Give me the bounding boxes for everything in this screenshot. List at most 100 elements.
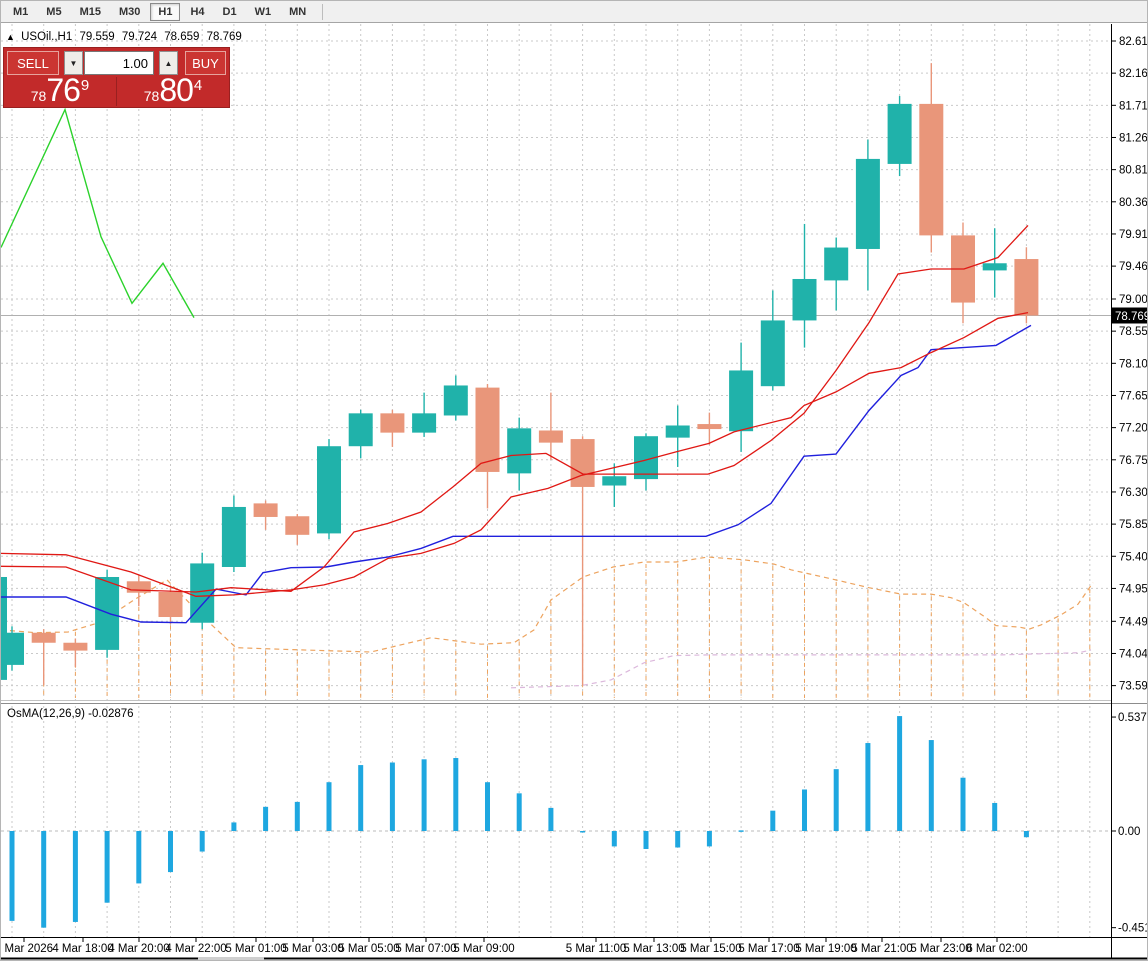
candle-body	[443, 385, 468, 416]
candle-body	[221, 506, 246, 567]
osma-bar	[9, 831, 15, 921]
high-value: 79.724	[121, 31, 158, 43]
time-axis-label: 5 Mar 03:00	[282, 943, 343, 955]
candle-body	[919, 103, 944, 236]
osma-bar	[263, 806, 269, 831]
price-axis-label: 82.160	[1119, 68, 1148, 80]
volume-increase-button[interactable]: ▲	[159, 51, 178, 75]
time-axis-label: 5 Mar 21:00	[851, 943, 912, 955]
timeframe-button-M15[interactable]: M15	[79, 5, 101, 18]
osma-bar	[770, 810, 776, 831]
osma-bar	[358, 765, 364, 831]
candle-body	[538, 430, 563, 443]
sell-price-big: 76	[46, 72, 81, 108]
osma-axis-label: -0.45169	[1118, 923, 1148, 935]
current-price-label: 78.769	[1115, 311, 1148, 323]
osma-axis-label: 0.00	[1118, 826, 1140, 838]
symbol-label: USOil.,H1	[21, 31, 73, 43]
timeframe-button-MN[interactable]: MN	[289, 5, 307, 18]
time-axis-label: 5 Mar 13:00	[623, 943, 684, 955]
timeframe-button-W1[interactable]: W1	[254, 5, 272, 18]
volume-input[interactable]	[84, 51, 154, 75]
time-axis-label: 4 Mar 18:00	[52, 943, 113, 955]
ma-red-slow-line	[1, 311, 1029, 597]
zigzag-green-line	[1, 107, 195, 318]
osma-bar	[580, 831, 586, 833]
timeframe-button-M30[interactable]: M30	[118, 5, 141, 18]
time-axis-label: 4 Mar 22:00	[165, 943, 226, 955]
osma-bar	[1023, 831, 1029, 838]
osma-bar	[72, 831, 78, 922]
price-axis-label: 78.550	[1119, 326, 1148, 338]
candle-body	[158, 592, 183, 618]
time-axis-label: 6 Mar 02:00	[966, 943, 1027, 955]
price-axis-label: 79.910	[1119, 229, 1148, 241]
osma-bar	[421, 759, 427, 831]
candle-body	[792, 278, 817, 321]
trade-controls-row: SELL ▼ ▲ BUY	[4, 48, 229, 77]
candle-body	[760, 320, 785, 387]
timeframe-button-M1[interactable]: M1	[13, 5, 29, 18]
osma-bar	[643, 831, 649, 849]
scrollbar-thumb[interactable]	[198, 957, 264, 960]
osma-bar	[326, 782, 332, 831]
sell-price[interactable]: 78 76 9	[4, 72, 117, 108]
price-axis-label: 77.200	[1119, 423, 1148, 435]
osma-bar	[231, 822, 237, 831]
sell-button[interactable]: SELL	[7, 51, 59, 75]
chevron-down-icon: ▼	[69, 58, 78, 68]
low-value: 78.659	[164, 31, 200, 43]
osma-bar	[136, 831, 142, 884]
candle-body	[475, 387, 500, 472]
osma-bar	[611, 831, 617, 847]
sell-price-prefix: 78	[30, 88, 47, 104]
time-axis-label: 5 Mar 23:00	[910, 943, 971, 955]
time-axis-label: 4 Mar 20:00	[108, 943, 169, 955]
symbol-info-bar: ▲ USOil.,H1 79.559 79.724 78.659 78.769	[6, 31, 246, 43]
osma-bar	[706, 831, 712, 847]
price-axis-label: 74.490	[1119, 616, 1148, 628]
timeframe-button-H1[interactable]: H1	[150, 2, 181, 21]
candle-body	[824, 247, 849, 281]
price-axis-label: 81.260	[1119, 132, 1148, 144]
candle-body	[507, 428, 532, 474]
volume-decrease-button[interactable]: ▼	[64, 51, 83, 75]
osma-bar	[41, 831, 47, 928]
price-axis-label: 74.950	[1119, 583, 1148, 595]
osma-bar	[928, 740, 934, 831]
timeframe-button-H4[interactable]: H4	[190, 5, 205, 18]
candle-body	[348, 413, 373, 447]
time-axis-label: 5 Mar 15:00	[680, 943, 741, 955]
ma-blue-line	[1, 324, 1032, 624]
candle-body	[412, 413, 437, 433]
buy-price[interactable]: 78 80 4	[117, 72, 229, 108]
timeframe-button-D1[interactable]: D1	[222, 5, 237, 18]
time-axis-label: 5 Mar 19:00	[795, 943, 856, 955]
price-axis-label: 76.300	[1119, 487, 1148, 499]
partial-candle	[1, 576, 7, 680]
osma-bar	[294, 801, 300, 831]
osma-bar	[516, 793, 522, 831]
price-axis-label: 76.750	[1119, 455, 1148, 467]
candle-body	[570, 439, 595, 487]
price-axis-label: 81.710	[1119, 100, 1148, 112]
buy-price-big: 80	[159, 72, 194, 108]
osma-bar	[865, 743, 871, 831]
price-axis-label: 74.040	[1119, 648, 1148, 660]
osma-bar	[453, 758, 459, 831]
osma-bar	[675, 831, 681, 848]
osma-bar	[992, 802, 998, 831]
buy-price-sup: 4	[193, 77, 203, 94]
price-axis-label: 79.000	[1119, 294, 1148, 306]
candle-body	[126, 581, 151, 593]
timeframe-button-M5[interactable]: M5	[46, 5, 62, 18]
one-click-trading-panel: SELL ▼ ▲ BUY 78 76 9 78 80 4	[3, 47, 230, 108]
osma-bar	[960, 777, 966, 831]
sell-price-sup: 9	[80, 77, 90, 94]
collapse-triangle-icon[interactable]: ▲	[6, 32, 15, 42]
buy-price-prefix: 78	[143, 88, 160, 104]
osma-bar	[199, 831, 205, 852]
buy-button[interactable]: BUY	[185, 51, 226, 75]
